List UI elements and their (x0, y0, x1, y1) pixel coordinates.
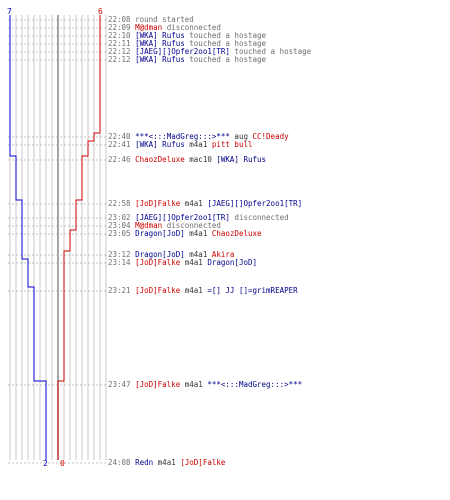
log-text: [JoD]Falke (135, 199, 181, 208)
log-timestamp: 24:08 (108, 458, 136, 467)
log-row: 23:02 [JAEG][]Opfer2oo1[TR] disconnected (108, 214, 289, 222)
log-text: [JAEG][]Opfer2oo1[TR] (207, 199, 303, 208)
log-text: disconnected (229, 213, 289, 222)
log-text: touched a hostage (184, 39, 267, 48)
blue-end-count: 2 (43, 459, 48, 468)
log-text: aug (229, 132, 253, 141)
log-text: touched a hostage (184, 55, 267, 64)
log-text: =[] JJ []=grimREAPER (207, 286, 298, 295)
log-timestamp: 23:12 (108, 250, 136, 259)
log-timestamp: 23:04 (108, 221, 136, 230)
log-text: [JAEG][]Opfer2oo1[TR] (135, 47, 230, 56)
log-text: m4a1 (180, 199, 208, 208)
red-team-line (57, 15, 101, 460)
log-text: M@dman (135, 23, 163, 32)
log-text: M@dman (135, 221, 163, 230)
log-row: 22:46 ChaozDeluxe mac10 [WKA] Rufus (108, 156, 266, 164)
log-timestamp: 22:08 (108, 15, 136, 24)
log-text: m4a1 (180, 380, 208, 389)
log-text: [JoD]Falke (180, 458, 226, 467)
log-text: pitt bull (211, 140, 253, 149)
log-timestamp: 22:46 (108, 155, 136, 164)
log-timestamp: 22:12 (108, 47, 136, 56)
log-row: 23:21 [JoD]Falke m4a1 =[] JJ []=grimREAP… (108, 287, 298, 295)
log-row: 22:58 [JoD]Falke m4a1 [JAEG][]Opfer2oo1[… (108, 200, 302, 208)
log-text: ChaozDeluxe (135, 155, 185, 164)
log-text: [WKA] Rufus (135, 55, 185, 64)
log-text: [WKA] Rufus (216, 155, 267, 164)
log-text: m4a1 (184, 229, 212, 238)
log-row: 23:04 M@dman disconnected (108, 222, 221, 230)
log-text: CC!Deady (252, 132, 289, 141)
log-text: Akira (211, 250, 235, 259)
log-row: 23:14 [JoD]Falke m4a1 Dragon[JoD] (108, 259, 257, 267)
log-text: ChaozDeluxe (211, 229, 262, 238)
log-row: 22:11 [WKA] Rufus touched a hostage (108, 40, 266, 48)
log-timestamp: 22:09 (108, 23, 136, 32)
log-text: touched a hostage (229, 47, 312, 56)
log-text: [JoD]Falke (135, 380, 181, 389)
log-text: disconnected (162, 221, 221, 230)
log-text: ***<:::MadGreg:::>*** (135, 132, 230, 141)
log-text: Dragon[JoD] (207, 258, 258, 267)
log-timestamp: 23:14 (108, 258, 136, 267)
log-text: Dragon[JoD] (135, 229, 185, 238)
red-start-count: 6 (98, 7, 103, 16)
log-text: m4a1 (180, 286, 208, 295)
log-text: m4a1 (153, 458, 181, 467)
log-timestamp: 23:02 (108, 213, 136, 222)
log-row: 23:05 Dragon[JoD] m4a1 ChaozDeluxe (108, 230, 262, 238)
log-timestamp: 23:05 (108, 229, 136, 238)
log-text: disconnected (162, 23, 221, 32)
log-row: 24:08 Redn m4a1 [JoD]Falke (108, 459, 225, 467)
log-row: 22:08 round started (108, 16, 194, 24)
log-timestamp: 22:58 (108, 199, 136, 208)
log-text: [JoD]Falke (135, 258, 181, 267)
log-row: 23:12 Dragon[JoD] m4a1 Akira (108, 251, 234, 259)
red-end-count: 0 (60, 459, 65, 468)
log-text: m4a1 (184, 140, 212, 149)
log-timestamp: 22:40 (108, 132, 136, 141)
log-row: 22:40 ***<:::MadGreg:::>*** aug CC!Deady (108, 133, 289, 141)
log-text: [WKA] Rufus (135, 31, 185, 40)
log-text: round started (135, 15, 194, 24)
log-text: [WKA] Rufus (135, 39, 185, 48)
log-text: [JoD]Falke (135, 286, 181, 295)
log-timestamp: 22:12 (108, 55, 136, 64)
log-row: 22:41 [WKA] Rufus m4a1 pitt bull (108, 141, 253, 149)
log-text: m4a1 (180, 258, 208, 267)
log-text: ***<:::MadGreg:::>*** (207, 380, 303, 389)
log-row: 22:12 [WKA] Rufus touched a hostage (108, 56, 266, 64)
log-text: Redn (135, 458, 154, 467)
log-timestamp: 23:47 (108, 380, 136, 389)
log-text: mac10 (184, 155, 217, 164)
log-row: 22:09 M@dman disconnected (108, 24, 221, 32)
log-row: 23:47 [JoD]Falke m4a1 ***<:::MadGreg:::>… (108, 381, 302, 389)
log-text: [JAEG][]Opfer2oo1[TR] (135, 213, 230, 222)
log-text: m4a1 (184, 250, 212, 259)
log-row: 22:10 [WKA] Rufus touched a hostage (108, 32, 266, 40)
log-timestamp: 22:11 (108, 39, 136, 48)
blue-team-line (9, 15, 47, 460)
log-text: [WKA] Rufus (135, 140, 185, 149)
log-timestamp: 22:10 (108, 31, 136, 40)
log-row: 22:12 [JAEG][]Opfer2oo1[TR] touched a ho… (108, 48, 311, 56)
log-timestamp: 22:41 (108, 140, 136, 149)
log-text: Dragon[JoD] (135, 250, 185, 259)
log-text: touched a hostage (184, 31, 267, 40)
blue-start-count: 7 (7, 7, 12, 16)
log-timestamp: 23:21 (108, 286, 136, 295)
